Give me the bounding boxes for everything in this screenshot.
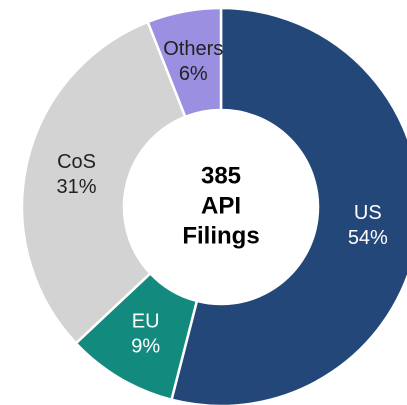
slice-category-label: EU <box>132 311 160 333</box>
center-label: Filings <box>182 222 259 249</box>
center-label: API <box>201 192 241 219</box>
donut-slice <box>20 20 187 345</box>
slice-category-label: CoS <box>57 151 96 173</box>
donut-hole <box>125 111 317 303</box>
donut-slice <box>146 6 223 119</box>
slice-value-label: 6% <box>179 63 208 85</box>
center-label: 385 <box>201 162 241 189</box>
slice-category-label: Others <box>163 38 223 60</box>
slice-value-label: 31% <box>57 176 97 198</box>
slice-value-label: 9% <box>131 336 160 358</box>
slice-category-label: US <box>354 202 382 224</box>
donut-slice <box>169 6 407 405</box>
slice-value-label: 54% <box>348 227 388 249</box>
